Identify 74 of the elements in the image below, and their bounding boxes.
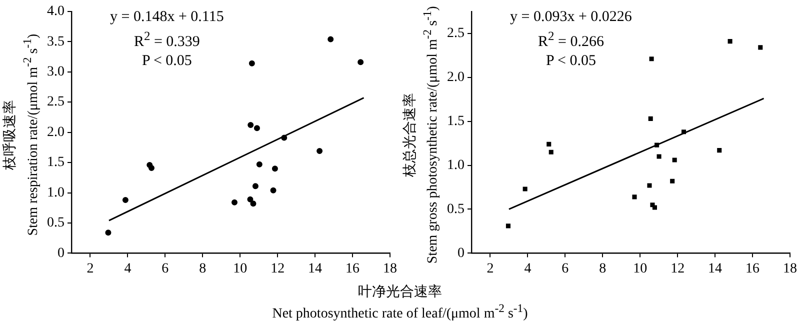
x-tick-label: 18: [383, 261, 397, 276]
x-tick-label: 6: [562, 261, 569, 276]
point: [632, 194, 637, 200]
point: [548, 150, 554, 154]
annotation: P < 0.05: [544, 52, 597, 71]
point: [647, 183, 652, 188]
point: [649, 56, 654, 62]
x-tick-label: 10: [633, 261, 648, 276]
point: [654, 142, 660, 148]
annotation: y = 0.148x + 0.115: [110, 8, 224, 27]
point: [316, 148, 323, 154]
point: [148, 164, 154, 171]
point: [717, 148, 722, 153]
point: [546, 142, 552, 146]
y-tick-label: 1.5: [47, 155, 64, 170]
point: [328, 36, 334, 42]
y-tick-label: 2.5: [447, 26, 464, 42]
y-tick-label: 0.5: [447, 202, 464, 217]
x-tick-label: 14: [308, 261, 322, 276]
y-tick-label: 1.5: [447, 114, 464, 129]
point: [758, 45, 763, 50]
annotation: y = 0.093x + 0.0226: [510, 8, 632, 27]
point: [281, 134, 288, 141]
point: [256, 161, 262, 168]
x-tick-label: 4: [124, 261, 132, 276]
point: [656, 154, 662, 159]
x-tick-label: 4: [524, 261, 532, 276]
x-tick-label: 2: [86, 261, 94, 276]
point: [122, 197, 128, 204]
point: [506, 224, 510, 228]
x-axis-title: 叶净光合速率 Net photosynthetic rate of leaf/(μmol m$^{-2}$ s$^{-1}$): [271, 285, 529, 323]
y-tick-label: 0.5: [47, 216, 64, 231]
x-tick-label: 8: [199, 261, 206, 276]
y-tick-label: 0: [58, 246, 64, 261]
x-tick-label: 10: [233, 261, 248, 276]
point: [248, 60, 255, 66]
y-tick-label: 2.0: [447, 70, 464, 86]
y-tick-label: 2.0: [47, 124, 64, 140]
y-tick-label: 2.5: [47, 94, 64, 110]
point: [105, 230, 112, 236]
point: [252, 183, 258, 190]
x-tick-label: 18: [783, 261, 797, 276]
y-tick-label: 3.0: [47, 64, 64, 80]
y-tick-label: 1.0: [47, 185, 64, 200]
y-tick-label: 0: [458, 246, 464, 261]
point: [231, 199, 238, 206]
annotation: P < 0.05: [140, 52, 193, 71]
y-tick-label: 3.5: [47, 34, 64, 50]
point: [270, 187, 276, 194]
annotation: R$^{2}$ = 0.266: [536, 28, 605, 52]
point: [682, 130, 686, 134]
point: [652, 205, 657, 210]
point: [254, 125, 260, 132]
x-tick-label: 14: [708, 261, 722, 276]
point: [522, 186, 528, 192]
y-tick-label: 1.0: [447, 158, 464, 173]
x-tick-label: 12: [270, 261, 285, 276]
x-tick-label: 2: [486, 261, 494, 276]
x-tick-label: 16: [346, 261, 360, 276]
x-tick-label: 8: [599, 261, 606, 276]
point: [728, 39, 732, 44]
x-tick-label: 12: [670, 261, 685, 276]
point: [247, 196, 254, 202]
point: [358, 59, 364, 66]
point: [250, 200, 256, 207]
point: [670, 178, 675, 184]
y-tick-label: 4.0: [47, 4, 64, 20]
point: [648, 116, 653, 121]
point: [272, 166, 278, 172]
point: [248, 122, 254, 128]
point: [672, 158, 677, 162]
annotation: R$^{2}$ = 0.339: [132, 28, 201, 52]
x-tick-label: 6: [162, 261, 169, 276]
x-tick-label: 16: [746, 261, 760, 276]
